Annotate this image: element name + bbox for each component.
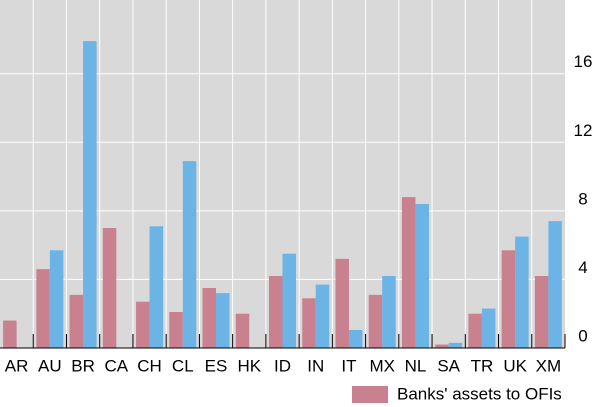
y-tick-label: 4 <box>578 258 587 277</box>
y-tick-label: 8 <box>578 189 587 208</box>
bar <box>348 330 363 348</box>
x-tick-label: ID <box>274 356 291 375</box>
bar <box>382 276 396 348</box>
bar <box>216 293 230 348</box>
bar <box>269 276 283 348</box>
bar <box>481 308 496 348</box>
bar <box>83 41 97 349</box>
bar <box>282 253 296 348</box>
bar <box>435 344 449 348</box>
bar <box>235 313 250 348</box>
bar <box>182 161 197 348</box>
bar <box>448 342 463 348</box>
y-tick-label: 12 <box>574 121 593 140</box>
bar <box>468 313 482 348</box>
x-tick-label: TR <box>471 356 494 375</box>
bar <box>315 284 330 348</box>
x-tick-label: CA <box>105 356 129 375</box>
x-tick-label: SA <box>437 356 460 375</box>
x-tick-label: UK <box>503 356 527 375</box>
bar <box>202 288 217 348</box>
legend-label: Banks' assets to OFIs <box>397 384 562 403</box>
bar <box>401 197 416 348</box>
bar <box>149 226 164 348</box>
x-tick-label: IN <box>307 356 324 375</box>
y-tick-label: 16 <box>574 52 593 71</box>
bar <box>3 320 17 348</box>
bar <box>169 312 183 348</box>
legend-swatch <box>352 386 388 403</box>
bar <box>515 236 529 348</box>
bar <box>102 228 117 348</box>
x-tick-label: BR <box>71 356 95 375</box>
bar <box>534 276 549 348</box>
x-tick-label: HK <box>237 356 261 375</box>
x-tick-label: CL <box>172 356 194 375</box>
x-tick-label: CH <box>137 356 162 375</box>
bar <box>49 250 64 348</box>
bar <box>36 269 50 348</box>
x-tick-label: MX <box>369 356 395 375</box>
bar <box>335 258 349 348</box>
bar <box>136 301 150 348</box>
bar <box>302 298 316 348</box>
bar <box>69 294 84 348</box>
x-tick-label: NL <box>405 356 427 375</box>
bar <box>368 294 383 348</box>
bar <box>415 204 429 348</box>
x-tick-label: AU <box>38 356 62 375</box>
x-tick-label: XM <box>536 356 562 375</box>
bar <box>548 221 562 348</box>
x-tick-label: AR <box>5 356 29 375</box>
x-tick-label: IT <box>341 356 356 375</box>
x-tick-label: ES <box>205 356 228 375</box>
bar <box>501 250 516 348</box>
y-tick-label: 0 <box>578 326 587 345</box>
